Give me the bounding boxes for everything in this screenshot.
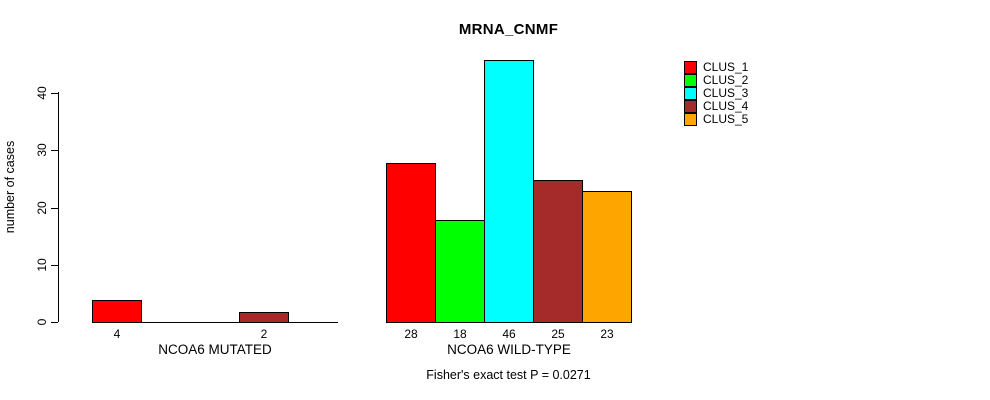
subtitle-pvalue: Fisher's exact test P = 0.0271 xyxy=(426,368,591,382)
y-tick-label: 10 xyxy=(35,258,49,272)
legend-label: CLUS_4 xyxy=(703,99,749,113)
y-axis-line xyxy=(58,92,59,322)
bar-value-label: 2 xyxy=(260,327,268,341)
legend-item: CLUS_5 xyxy=(684,113,748,126)
legend-swatch xyxy=(684,100,697,113)
legend-swatch xyxy=(684,113,697,126)
bar xyxy=(582,191,632,323)
legend-item: CLUS_2 xyxy=(684,74,748,87)
y-axis-label: number of cases xyxy=(3,140,17,234)
bar-value-label: 23 xyxy=(600,327,614,341)
y-tick xyxy=(51,265,58,266)
legend-label: CLUS_1 xyxy=(703,60,749,74)
bar xyxy=(386,163,436,323)
bar-value-label: 46 xyxy=(502,327,516,341)
bar xyxy=(533,180,583,323)
bar xyxy=(92,300,142,323)
bar xyxy=(239,312,289,323)
y-tick xyxy=(51,150,58,151)
bar-value-label: 28 xyxy=(404,327,418,341)
legend-swatch xyxy=(684,61,697,74)
y-tick xyxy=(51,322,58,323)
bar xyxy=(484,60,534,323)
legend: CLUS_1 CLUS_2 CLUS_3 CLUS_4 CLUS_5 xyxy=(684,61,748,126)
legend-label: CLUS_5 xyxy=(703,112,749,126)
y-tick-label: 0 xyxy=(35,318,49,326)
bar xyxy=(435,220,485,323)
legend-label: CLUS_2 xyxy=(703,73,749,87)
legend-label: CLUS_3 xyxy=(703,86,749,100)
y-tick-label: 20 xyxy=(35,201,49,215)
zero-height-bar xyxy=(141,322,191,323)
y-tick-label: 40 xyxy=(35,86,49,100)
group-label: NCOA6 MUTATED xyxy=(158,342,272,357)
legend-item: CLUS_4 xyxy=(684,100,748,113)
bar-value-label: 4 xyxy=(113,327,121,341)
zero-height-bar xyxy=(190,322,240,323)
chart-title: MRNA_CNMF xyxy=(458,21,559,38)
y-tick xyxy=(51,93,58,94)
bar-value-label: 18 xyxy=(453,327,467,341)
bar-value-label: 25 xyxy=(551,327,565,341)
legend-swatch xyxy=(684,87,697,100)
legend-swatch xyxy=(684,74,697,87)
y-tick xyxy=(51,208,58,209)
group-label: NCOA6 WILD-TYPE xyxy=(447,342,571,357)
legend-item: CLUS_1 xyxy=(684,61,748,74)
y-tick-label: 30 xyxy=(35,143,49,157)
zero-height-bar xyxy=(288,322,338,323)
legend-item: CLUS_3 xyxy=(684,87,748,100)
